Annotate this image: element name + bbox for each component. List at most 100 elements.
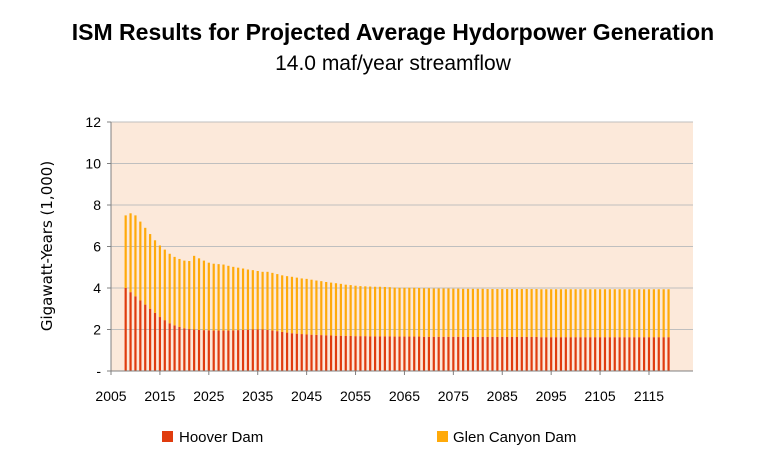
bar-hoover [618, 337, 621, 371]
bar-glen-canyon [227, 265, 230, 331]
bar-hoover [237, 330, 240, 371]
x-tick-label: 2015 [144, 388, 175, 404]
bar-hoover [168, 323, 171, 371]
bar-hoover [554, 337, 558, 371]
bar-glen-canyon [217, 264, 220, 331]
bar-hoover [550, 337, 553, 371]
bar-hoover [437, 336, 440, 371]
bar-hoover [579, 337, 582, 371]
bar-hoover [515, 336, 519, 371]
bar-hoover [241, 329, 245, 371]
bar-glen-canyon [349, 285, 352, 336]
bar-hoover [471, 336, 475, 371]
bar-glen-canyon [295, 277, 298, 334]
bar-hoover [212, 330, 215, 371]
bar-hoover [540, 337, 543, 371]
bar-glen-canyon [603, 289, 607, 338]
bar-hoover [584, 337, 587, 371]
bar-hoover [320, 335, 323, 371]
bar-hoover [295, 333, 298, 371]
bar-glen-canyon [418, 288, 421, 337]
x-tick-label: 2065 [389, 388, 420, 404]
bar-glen-canyon [197, 258, 201, 330]
y-tick-label: 4 [93, 280, 101, 296]
bar-hoover [285, 332, 289, 371]
x-tick-label: 2095 [536, 388, 567, 404]
bar-glen-canyon [383, 286, 386, 337]
bar-hoover [359, 336, 362, 371]
bar-hoover [628, 337, 631, 371]
bar-glen-canyon [510, 289, 514, 337]
bar-hoover [325, 335, 328, 371]
bar-hoover [408, 336, 411, 371]
bar-hoover [305, 334, 308, 371]
legend-label-glen-canyon: Glen Canyon Dam [453, 429, 576, 446]
bar-hoover [364, 336, 367, 371]
bar-hoover [506, 336, 509, 371]
bar-glen-canyon [300, 278, 303, 335]
bar-glen-canyon [256, 270, 259, 330]
bar-glen-canyon [642, 289, 646, 338]
bar-glen-canyon [559, 289, 563, 338]
legend: Hoover Dam Glen Canyon Dam [162, 429, 576, 446]
bar-glen-canyon [193, 255, 196, 330]
bar-glen-canyon [207, 262, 210, 331]
y-tick-label: 10 [85, 156, 101, 172]
bar-glen-canyon [466, 288, 470, 337]
bar-glen-canyon [315, 280, 318, 335]
bar-glen-canyon [608, 289, 611, 338]
bar-glen-canyon [388, 287, 391, 337]
bar-glen-canyon [232, 266, 235, 331]
bar-hoover [447, 336, 450, 371]
bar-hoover [315, 334, 318, 371]
bar-glen-canyon [564, 289, 567, 338]
bar-hoover [188, 329, 191, 371]
bar-hoover [432, 336, 435, 371]
bar-hoover [246, 329, 250, 371]
bar-glen-canyon [305, 278, 308, 335]
bar-glen-canyon [462, 288, 465, 337]
bars [124, 213, 670, 371]
bar-hoover [442, 336, 445, 371]
bar-glen-canyon [652, 289, 655, 338]
bar-hoover [496, 336, 499, 371]
bar-glen-canyon [530, 289, 533, 337]
bar-glen-canyon [628, 289, 631, 338]
bar-hoover [378, 336, 382, 371]
bar-glen-canyon [212, 263, 215, 331]
x-tick-label: 2055 [340, 388, 371, 404]
y-axis-label: Gigawatt-Years (1,000) [38, 161, 56, 331]
bar-hoover [339, 335, 342, 371]
bar-hoover [594, 337, 597, 371]
bar-hoover [457, 336, 460, 371]
bar-glen-canyon [476, 288, 479, 337]
bar-hoover [638, 337, 641, 371]
x-tick-label: 2115 [634, 388, 664, 404]
bar-glen-canyon [202, 260, 206, 331]
bar-hoover [642, 337, 646, 371]
axes [107, 121, 693, 375]
bar-hoover [569, 337, 572, 371]
bar-hoover [158, 317, 162, 371]
chart-subtitle: 14.0 maf/year streamflow [275, 52, 512, 75]
bar-hoover [266, 329, 269, 371]
bar-hoover [349, 335, 352, 371]
bar-hoover [369, 336, 372, 371]
bar-glen-canyon [188, 261, 191, 330]
bar-hoover [149, 308, 152, 371]
bar-glen-canyon [364, 286, 367, 337]
bar-glen-canyon [378, 286, 382, 337]
bar-glen-canyon [237, 267, 240, 331]
bar-glen-canyon [633, 289, 636, 338]
bar-hoover [564, 337, 567, 371]
y-tick-label: 2 [93, 322, 101, 338]
bar-glen-canyon [481, 288, 484, 337]
bar-glen-canyon [144, 227, 147, 305]
x-tick-label: 2045 [291, 388, 322, 404]
bar-glen-canyon [647, 289, 651, 338]
bar-hoover [510, 336, 514, 371]
bar-glen-canyon [447, 288, 450, 337]
bar-hoover [173, 325, 176, 371]
bar-hoover [183, 328, 186, 371]
bar-hoover [139, 300, 142, 371]
